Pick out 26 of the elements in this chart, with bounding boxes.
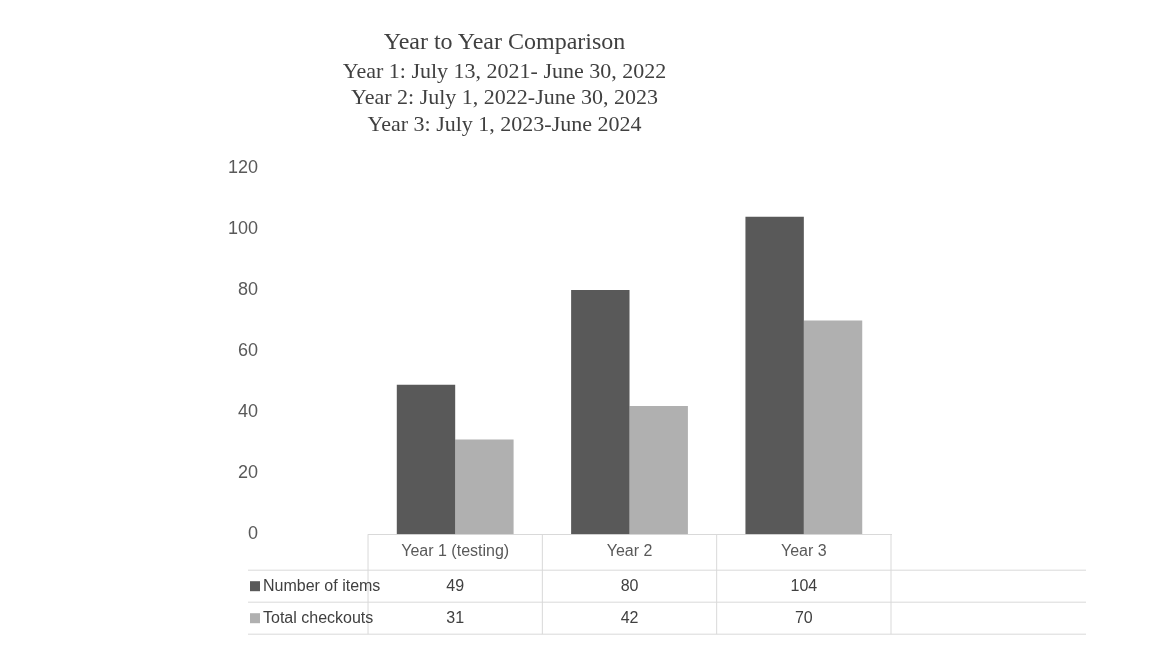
bar (396, 384, 456, 535)
bar (455, 439, 514, 535)
bar (571, 290, 630, 535)
data-label: 80 (620, 576, 639, 594)
legend-label: Number of items (263, 576, 381, 594)
bar (803, 320, 863, 535)
bar (629, 406, 688, 535)
y-tick-label: 100 (227, 218, 259, 238)
bar (745, 216, 804, 535)
data-label: 42 (620, 608, 639, 626)
y-tick-label: 60 (238, 340, 259, 361)
y-tick-label: 120 (227, 156, 259, 177)
chart-title: Year to Year Comparison (383, 27, 626, 54)
legend-label: Total checkouts (263, 608, 374, 626)
x-tick-label: Year 3 (781, 542, 827, 560)
y-tick-label: 0 (248, 523, 259, 544)
chart-subtitle: Year 1: July 13, 2021- June 30, 2022 Year 2: July 1, 2022-June 30, 2023 Year 3: July 1, 2023-June 2024 (342, 57, 667, 136)
data-label: 104 (790, 576, 818, 594)
x-tick-label: Year 1 (testing) (401, 542, 510, 560)
y-tick-label: 80 (238, 279, 259, 300)
data-label: 70 (794, 608, 813, 626)
x-tick-label: Year 2 (606, 542, 653, 560)
y-tick-label: 40 (238, 401, 259, 422)
data-label: 31 (446, 608, 465, 626)
data-label: 49 (446, 576, 465, 594)
y-tick-label: 20 (238, 462, 259, 483)
